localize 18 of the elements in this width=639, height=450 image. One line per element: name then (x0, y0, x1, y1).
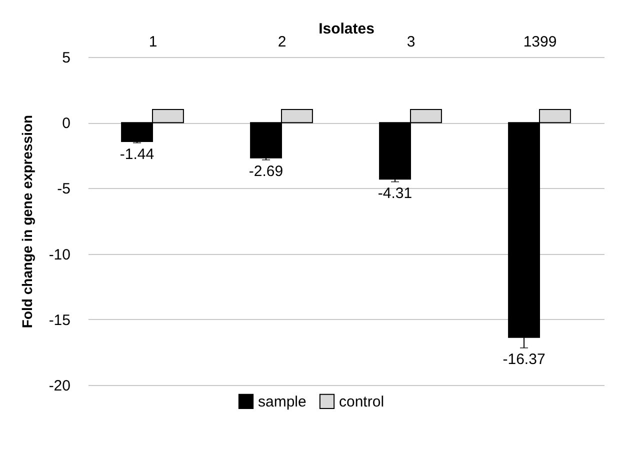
y-axis-title: Fold change in gene expression (18, 114, 35, 328)
legend-label: control (339, 393, 384, 410)
data-label: -4.31 (378, 184, 412, 202)
y-tick-label: -20 (48, 378, 70, 394)
data-label: -1.44 (120, 146, 154, 163)
x-axis-title: Isolates (318, 20, 374, 38)
y-tick-label: -5 (57, 180, 70, 198)
y-tick-label: -10 (48, 246, 70, 264)
y-tick-label: 0 (62, 115, 70, 132)
x-tick-label: 2 (278, 34, 286, 50)
legend-label: sample (258, 393, 306, 410)
data-label: -2.69 (248, 162, 284, 180)
x-tick-label: 1399 (523, 34, 557, 50)
x-tick-label: 3 (406, 34, 416, 50)
y-tick-label: -15 (48, 312, 70, 329)
data-label: -16.37 (502, 350, 546, 368)
y-tick-label: 5 (62, 50, 70, 66)
x-tick-label: 1 (148, 34, 158, 50)
